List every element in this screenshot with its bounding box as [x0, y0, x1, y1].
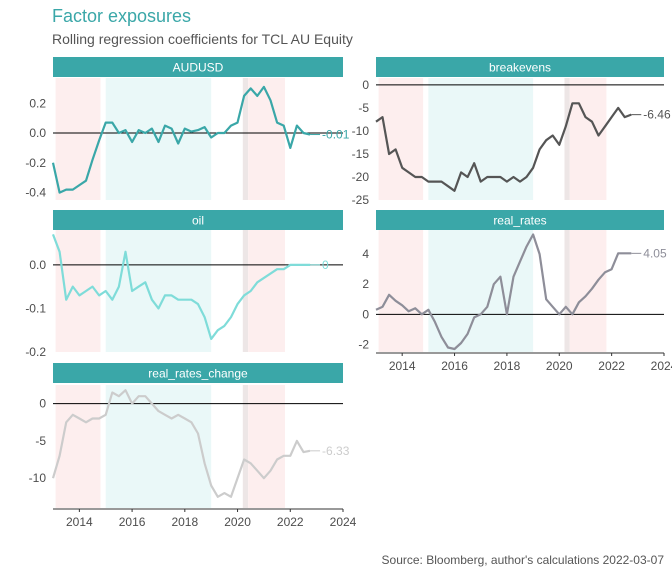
regime-band [105, 385, 212, 508]
y-tick-label: -2 [358, 337, 369, 351]
regime-band [105, 230, 212, 352]
x-tick-label: 2018 [171, 515, 198, 529]
chart-subtitle: Rolling regression coefficients for TCL … [52, 31, 353, 47]
regime-band [242, 78, 249, 200]
regime-band [569, 78, 607, 200]
y-tick-label: -10 [29, 471, 47, 485]
y-tick-label: 0 [362, 78, 369, 92]
y-tick-label: -15 [352, 147, 370, 161]
x-tick-label: 2022 [277, 515, 304, 529]
regime-band [248, 230, 285, 352]
x-tick-label: 2024 [330, 515, 357, 529]
regime-band [564, 230, 570, 352]
y-tick-label: 0.0 [29, 126, 46, 140]
y-tick-label: 2 [362, 277, 369, 291]
facet-strip [53, 210, 343, 230]
series-line [375, 102, 632, 192]
end-label: 0 [322, 258, 329, 272]
y-tick-label: -10 [352, 124, 370, 138]
panel-real-rates-change: real_rates_change 0 -5 -10 -6.33 2014 2016 2018… [29, 363, 357, 529]
regime-band [569, 230, 607, 352]
x-tick-label: 2014 [389, 359, 416, 373]
panel-AUDUSD: AUDUSD 0.2 0.0 -0.2 -0.4 -0.01 [25, 57, 350, 200]
x-tick-label: 2022 [598, 359, 625, 373]
source-caption: Source: Bloomberg, author's calculations… [381, 553, 664, 567]
facet-strip-label: real_rates_change [148, 367, 248, 381]
y-tick-label: -20 [352, 170, 370, 184]
facet-strip-label: AUDUSD [173, 61, 224, 75]
series-line [375, 233, 632, 351]
panel-real-rates: real_rates 4 2 0 -2 4.05 2014 2016 2018 2020 2022 2… [358, 210, 672, 373]
x-tick-label: 2020 [546, 359, 573, 373]
y-tick-label: -0.2 [25, 345, 46, 359]
facet-strip [376, 57, 664, 77]
facet-strip [53, 363, 343, 383]
x-tick-label: 2016 [441, 359, 468, 373]
y-tick-label: -0.2 [25, 156, 46, 170]
regime-band [105, 78, 212, 200]
regime-band [242, 230, 249, 352]
x-tick-label: 2016 [119, 515, 146, 529]
y-tick-label: -25 [352, 193, 370, 207]
series-line [51, 85, 311, 194]
panel-breakevens: breakevens 0 -5 -10 -15 -20 -25 -6.46 [352, 57, 671, 207]
regime-band [55, 78, 101, 200]
y-tick-label: -5 [35, 434, 46, 448]
y-tick-label: 4 [362, 247, 369, 261]
y-tick-label: -0.1 [25, 301, 46, 315]
x-tick-label: 2014 [66, 515, 93, 529]
regime-band [378, 78, 424, 200]
series-line [51, 389, 311, 498]
end-label: -0.01 [322, 128, 350, 142]
x-tick-label: 2018 [494, 359, 521, 373]
facet-strip-label: oil [192, 214, 204, 228]
series-line [51, 234, 310, 340]
regime-band [248, 385, 285, 508]
chart-title: Factor exposures [52, 6, 192, 26]
x-tick-label: 2024 [651, 359, 672, 373]
end-label: -6.33 [322, 444, 350, 458]
facet-strip-label: breakevens [489, 61, 551, 75]
regime-band [564, 78, 570, 200]
facet-strip-label: real_rates [493, 214, 546, 228]
y-tick-label: 0.2 [29, 96, 46, 110]
regime-band [428, 230, 534, 352]
y-tick-label: -5 [358, 101, 369, 115]
regime-band [55, 230, 101, 352]
end-label: -6.46 [643, 108, 671, 122]
panel-oil: oil 0.0 -0.1 -0.2 0 [25, 210, 343, 359]
regime-band [248, 78, 285, 200]
y-tick-label: 0 [362, 307, 369, 321]
facet-strip [376, 210, 664, 230]
regime-band [378, 230, 424, 352]
facet-strip [53, 57, 343, 77]
x-tick-label: 2020 [224, 515, 251, 529]
regime-band [242, 385, 249, 508]
y-tick-label: 0 [39, 397, 46, 411]
regime-band [55, 385, 101, 508]
y-tick-label: 0.0 [29, 258, 46, 272]
end-label: 4.05 [643, 246, 667, 260]
y-tick-label: -0.4 [25, 186, 46, 200]
